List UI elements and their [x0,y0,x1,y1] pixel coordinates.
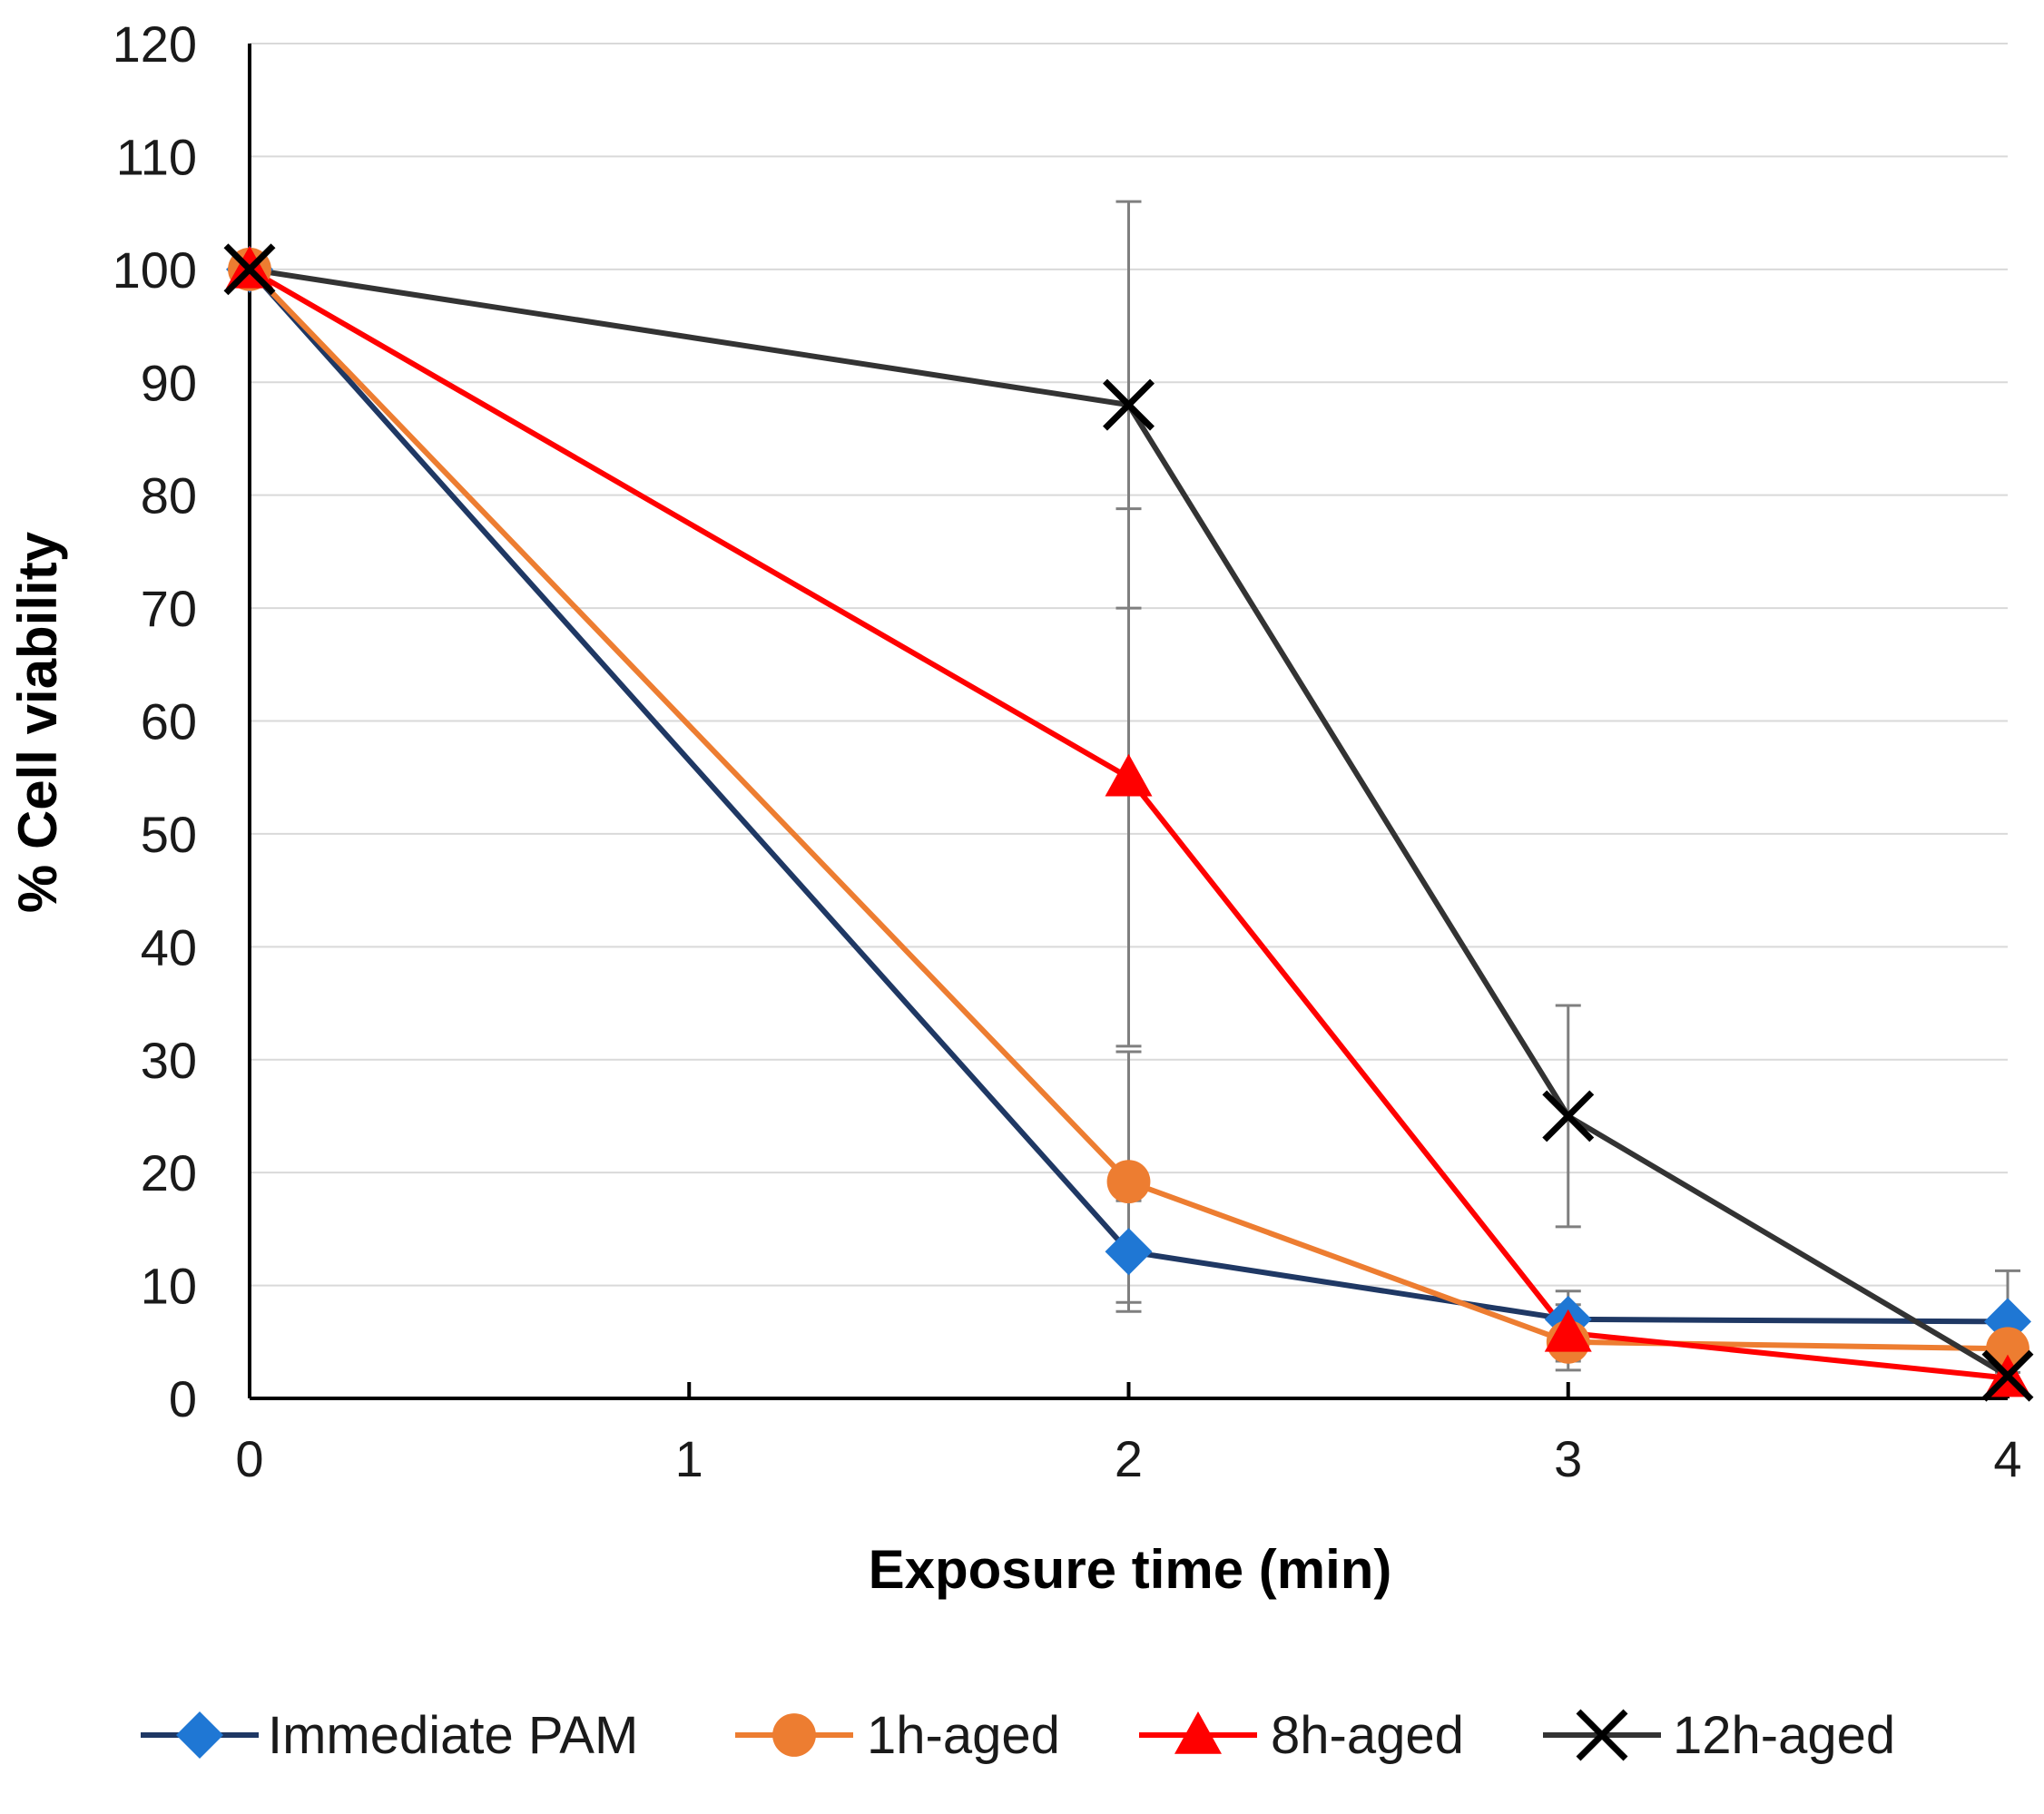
legend-item: 1h-aged [735,1706,1060,1765]
marker-x-stroke [1981,1349,2034,1402]
legend: Immediate PAM 1h-aged 8h-aged 12h-aged [141,1706,1895,1765]
legend-label: Immediate PAM [268,1706,638,1765]
x-axis-title: Exposure time (min) [869,1539,1392,1600]
y-tick-label: 50 [141,806,197,863]
marker-x-stroke [223,243,276,296]
marker-triangle [1105,753,1153,797]
y-tick-labels: 0 10 20 30 40 50 60 70 80 90 100 110 120 [113,15,197,1427]
legend-item: Immediate PAM [141,1706,638,1765]
error-bars [1115,200,2020,1374]
data-points [223,243,2034,1402]
marker-x-stroke [1103,378,1155,431]
legend-item: 8h-aged [1139,1706,1464,1765]
marker-x [1542,1090,1595,1142]
y-tick-label: 80 [141,467,197,525]
y-tick-label: 0 [169,1370,197,1427]
marker-circle [772,1713,816,1757]
marker-circle [1986,1327,2029,1371]
marker-x [1981,1349,2034,1402]
y-axis-title: % Cell viability [7,531,68,913]
x-tick-label: 0 [235,1430,263,1487]
legend-label: 12h-aged [1673,1706,1895,1765]
x-tick-labels: 0 1 2 3 4 [235,1430,2021,1487]
y-tick-label: 20 [141,1144,197,1201]
x-tick-label: 3 [1554,1430,1582,1487]
marker-x [223,243,276,296]
series-line-2 [248,267,2009,1381]
y-tick-label: 120 [113,15,197,73]
legend-label: 8h-aged [1271,1706,1464,1765]
y-tick-label: 90 [141,354,197,411]
marker-triangle [1544,1309,1592,1352]
y-tick-label: 30 [141,1032,197,1089]
marker-triangle [1174,1711,1222,1754]
series-line-0 [247,267,2009,1325]
y-tick-label: 10 [141,1258,197,1315]
x-tick-label: 2 [1115,1430,1143,1487]
legend-item: 12h-aged [1543,1706,1895,1765]
y-tick-label: 110 [116,128,197,185]
series-lines [247,266,2010,1381]
legend-label: 1h-aged [867,1706,1060,1765]
x-tick-label: 1 [675,1430,703,1487]
y-tick-label: 40 [141,918,197,976]
marker-x [1576,1709,1628,1761]
x-tick-label: 4 [1993,1430,2021,1487]
y-tick-label: 60 [141,693,197,750]
marker-diamond [176,1711,223,1759]
y-tick-label: 70 [141,580,197,637]
marker-diamond [1105,1228,1153,1276]
marker-x-stroke [1576,1709,1628,1761]
series-line-1 [247,267,2009,1352]
marker-x [1103,378,1155,431]
series-line-3 [249,266,2010,1378]
marker-x-stroke [1542,1090,1595,1142]
y-tick-label: 100 [113,241,197,299]
marker-circle [1106,1160,1151,1204]
